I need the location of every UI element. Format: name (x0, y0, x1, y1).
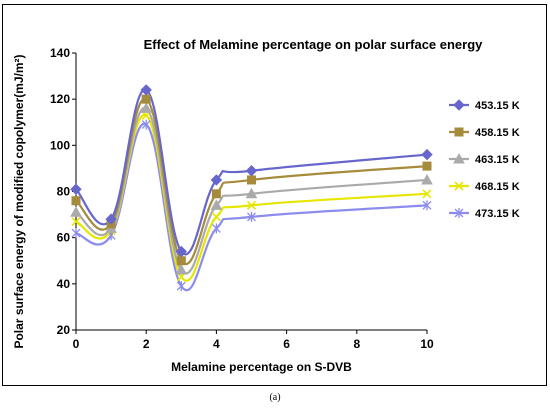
y-tick-label: 140 (50, 46, 70, 60)
data-point (211, 189, 221, 199)
legend-label: 473.15 K (475, 208, 520, 220)
data-point (422, 161, 432, 171)
legend-marker (454, 127, 464, 137)
x-tick-label: 10 (420, 337, 434, 351)
data-point (70, 206, 82, 217)
legend-marker (454, 181, 464, 191)
x-tick-label: 4 (213, 337, 220, 351)
marker-stroke (454, 181, 464, 191)
x-tick-label: 8 (353, 337, 360, 351)
data-point (245, 165, 258, 177)
data-point (210, 174, 223, 186)
data-point (245, 187, 258, 199)
data-point (71, 216, 81, 227)
data-point (141, 119, 151, 130)
legend-marker (453, 99, 465, 111)
x-tick-label: 6 (283, 337, 290, 351)
data-point (71, 228, 81, 239)
data-point (422, 200, 432, 211)
y-tick-label: 20 (57, 323, 71, 337)
y-tick-label: 120 (50, 92, 70, 106)
marker-stroke (71, 216, 81, 227)
figure-caption: (a) (269, 392, 281, 403)
y-tick-label: 80 (57, 185, 71, 199)
y-tick-label: 60 (57, 231, 71, 245)
chart-title: Effect of Melamine percentage on polar s… (144, 37, 484, 52)
legend-label: 458.15 K (475, 127, 520, 139)
legend-label: 463.15 K (475, 154, 520, 166)
data-point (175, 263, 188, 275)
plot-area: 20 40 60 80 100 120 140 0 2 4 6 8 10 Melamine percent… (12, 46, 434, 374)
legend-marker (454, 208, 464, 218)
marker-stroke (422, 189, 432, 199)
data-point (71, 196, 81, 206)
y-axis-title: Polar surface energy of modified copolym… (12, 54, 26, 348)
data-point (140, 84, 152, 96)
chart-svg: Effect of Melamine percentage on polar s… (12, 37, 520, 374)
data-point (210, 199, 223, 210)
data-point (105, 213, 117, 225)
legend-label: 453.15 K (475, 100, 520, 112)
legend-marker (453, 152, 465, 164)
chart-frame: Effect of Melamine percentage on polar s… (2, 4, 547, 386)
data-point (176, 281, 186, 292)
data-point (175, 245, 188, 258)
data-point (211, 212, 221, 222)
x-axis-title: Melamine percentage on S-DVB (171, 360, 352, 374)
marker-stroke (211, 212, 221, 222)
y-tick-label: 100 (50, 138, 70, 152)
data-point (176, 256, 186, 266)
legend-label: 468.15 K (475, 181, 520, 193)
data-point (421, 173, 433, 185)
x-tick-label: 0 (73, 337, 80, 351)
data-point (422, 189, 432, 199)
data-point (246, 200, 257, 210)
legend: 453.15 K 458.15 K 463.15 K 468.15 K 473.15 K (449, 99, 520, 220)
data-point (247, 175, 256, 185)
data-point (70, 183, 82, 195)
marker-stroke (246, 200, 257, 210)
data-point (211, 223, 221, 234)
data-point (247, 211, 256, 222)
data-point (140, 102, 153, 113)
data-point (141, 94, 151, 104)
y-tick-label: 40 (57, 277, 71, 291)
data-point (421, 148, 433, 161)
x-tick-label: 2 (143, 337, 150, 351)
